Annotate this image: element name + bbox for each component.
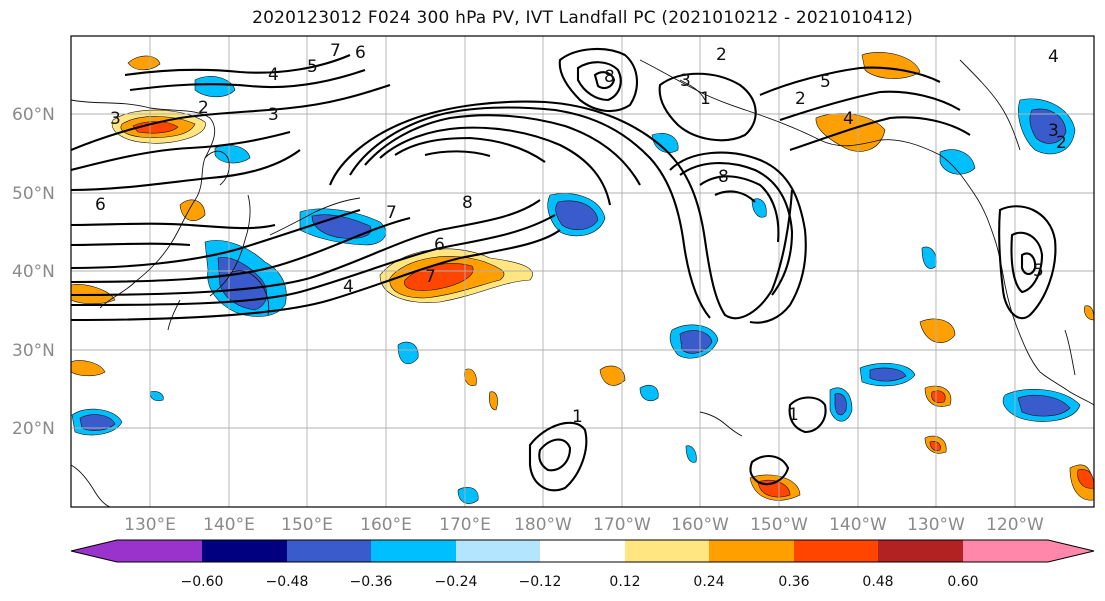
colorbar-tick: 0.12: [609, 574, 640, 590]
contour-label: 5: [820, 72, 831, 92]
contour-label: 2: [795, 89, 806, 109]
contour-label: 8: [604, 67, 615, 87]
positive-anomaly-blob: [861, 52, 921, 79]
lon-label: 140°E: [203, 515, 255, 535]
contour-label: 3: [110, 109, 121, 129]
lon-label: 150°E: [281, 515, 333, 535]
coastlines: [71, 59, 1094, 507]
colorbar-segment: [287, 540, 371, 562]
contour-label: 6: [95, 195, 106, 215]
map-title: 2020123012 F024 300 hPa PV, IVT Landfall…: [252, 8, 913, 28]
latitude-labels: 60°N 50°N 40°N 30°N 20°N: [12, 105, 55, 439]
colorbar-outline: [70, 539, 1095, 563]
shading-layer: [71, 52, 1094, 504]
lat-label: 40°N: [12, 262, 55, 282]
lat-label: 60°N: [12, 105, 55, 125]
pv-contours: [71, 47, 1057, 492]
contour-label: 1: [788, 405, 799, 425]
contour-label: 5: [1033, 261, 1044, 281]
graticule: [71, 36, 1094, 507]
colorbar-segment-high-extend: [1048, 540, 1094, 562]
lon-label: 160°E: [360, 515, 412, 535]
colorbar-segment: [371, 540, 456, 562]
colorbar-segment: [202, 540, 287, 562]
colorbar-segment: [456, 540, 540, 562]
contour-labels: 1 1 1 2 2 2 2 3 3 3 3 4 4 4 4 5 5 5 6 6 …: [95, 41, 1067, 427]
contour-label: 7: [330, 41, 341, 61]
colorbar-segment: [625, 540, 709, 562]
positive-anomaly-blob: [599, 365, 626, 386]
colorbar-segment: [878, 540, 963, 562]
colorbar-tick: 0.24: [693, 574, 724, 590]
lon-label: 120°W: [986, 515, 1044, 535]
colorbar-segment: [794, 540, 878, 562]
colorbar-tick: −0.36: [350, 574, 393, 590]
contour-label: 8: [718, 167, 729, 187]
contour-label: 2: [198, 98, 209, 118]
longitude-labels: 130°E 140°E 150°E 160°E 170°E 180°W 170°…: [124, 515, 1044, 535]
lat-label: 50°N: [12, 184, 55, 204]
contour-label: 4: [1048, 47, 1059, 67]
colorbar-tick: −0.60: [181, 574, 224, 590]
lon-label: 140°W: [829, 515, 887, 535]
colorbar-segment: [117, 540, 202, 562]
contour-label: 4: [343, 277, 354, 297]
positive-anomaly-blob: [919, 318, 956, 343]
lon-label: 170°E: [439, 515, 491, 535]
contour-label: 3: [1048, 121, 1059, 141]
contour-label: 4: [843, 109, 854, 129]
contour-label: 3: [268, 105, 279, 125]
colorbar-tick: 0.36: [778, 574, 809, 590]
lon-label: 150°W: [750, 515, 808, 535]
positive-anomaly-blob: [127, 55, 161, 71]
map-frame: [70, 35, 1095, 508]
contour-label: 2: [716, 45, 727, 65]
colorbar-tick: −0.12: [519, 574, 562, 590]
lat-label: 20°N: [12, 419, 55, 439]
lon-label: 130°W: [907, 515, 965, 535]
colorbar-tick: 0.48: [862, 574, 893, 590]
lon-label: 160°W: [671, 515, 729, 535]
colorbar-tick: −0.48: [266, 574, 309, 590]
contour-label: 7: [386, 203, 397, 223]
colorbar-segment: [709, 540, 794, 562]
colorbar-tick-labels: −0.60 −0.48 −0.36 −0.24 −0.12 0.12 0.24 …: [181, 574, 979, 590]
colorbar-segment-low-extend: [71, 540, 117, 562]
contour-label: 8: [462, 193, 473, 213]
contour-label: 5: [307, 57, 318, 77]
colorbar-tick: −0.24: [435, 574, 478, 590]
contour-label: 2: [1056, 133, 1067, 153]
lon-label: 180°W: [514, 515, 572, 535]
lon-label: 130°E: [124, 515, 176, 535]
contour-label: 6: [355, 43, 366, 63]
colorbar: [70, 539, 1095, 563]
colorbar-segment: [963, 540, 1048, 562]
contour-label: 4: [268, 65, 279, 85]
contour-label: 1: [700, 89, 711, 109]
contour-label: 3: [680, 71, 691, 91]
colorbar-tick: 0.60: [947, 574, 978, 590]
contour-label: 6: [434, 235, 445, 255]
lon-label: 170°W: [593, 515, 651, 535]
map-plot-area: 1 1 1 2 2 2 2 3 3 3 3 4 4 4 4 5 5 5 6 6 …: [71, 36, 1094, 507]
contour-label: 1: [572, 407, 583, 427]
lat-label: 30°N: [12, 341, 55, 361]
contour-label: 7: [425, 267, 436, 287]
colorbar-segment: [540, 540, 625, 562]
